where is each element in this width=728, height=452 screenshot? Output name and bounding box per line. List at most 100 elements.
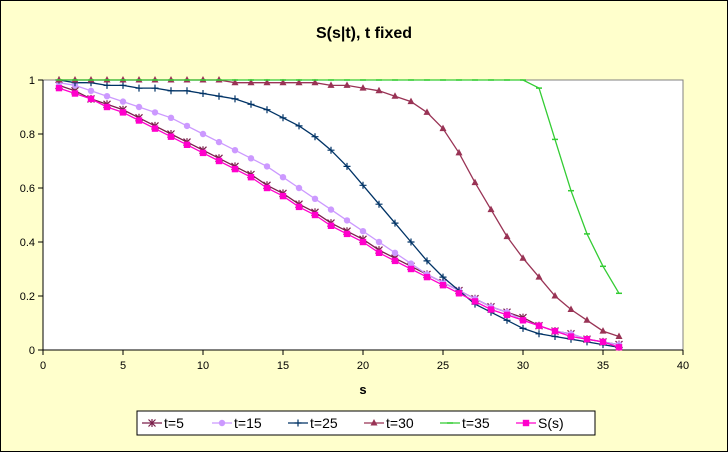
legend: t=5 t=15 t=25 t=30 t=35 S(s) (136, 410, 596, 436)
data-point (279, 114, 287, 122)
y-tick-label: 0 (29, 345, 35, 357)
data-point (343, 217, 351, 224)
data-point (263, 78, 271, 86)
data-point (487, 205, 495, 213)
data-point (167, 133, 175, 140)
legend-label: t=30 (386, 415, 414, 431)
legend-entry: t=35 (440, 415, 490, 431)
data-point (407, 265, 415, 273)
data-point (167, 114, 175, 122)
data-point (231, 147, 239, 154)
data-point (311, 195, 319, 202)
data-point (535, 273, 543, 280)
data-point (295, 203, 303, 211)
legend-marker (522, 419, 530, 427)
data-point (439, 282, 447, 289)
data-point (519, 254, 527, 261)
data-point (471, 298, 479, 305)
data-point (87, 87, 95, 95)
x-tick-label: 20 (357, 360, 369, 372)
x-tick-label: 35 (597, 360, 609, 372)
x-tick-label: 40 (677, 360, 689, 372)
data-point (311, 133, 319, 141)
legend-label: t=35 (462, 415, 490, 431)
data-point (231, 165, 239, 173)
data-point (583, 336, 591, 343)
data-point (215, 92, 223, 100)
y-tick-label: 1 (29, 75, 35, 87)
legend-marker (294, 419, 302, 427)
data-point (279, 174, 287, 181)
data-point (327, 222, 335, 229)
legend-label: t=15 (234, 415, 262, 431)
data-point (599, 338, 607, 346)
data-point (199, 149, 207, 157)
data-point (327, 146, 335, 154)
data-point (567, 333, 575, 340)
x-tick-label: 25 (437, 360, 449, 372)
x-tick-label: 10 (197, 360, 209, 372)
x-tick-label: 15 (277, 360, 289, 372)
data-point (295, 78, 303, 86)
data-point (151, 84, 159, 92)
legend-label: S(s) (538, 415, 564, 431)
data-point (103, 93, 111, 100)
data-point (71, 90, 79, 97)
data-point (343, 162, 351, 170)
data-point (247, 78, 255, 86)
legend-entry: t=5 (142, 415, 184, 431)
data-point (55, 84, 63, 92)
data-point (423, 273, 431, 281)
legend-label: t=5 (164, 415, 184, 431)
data-point (215, 157, 223, 165)
x-tick-label: 30 (517, 360, 529, 372)
data-point (551, 327, 559, 335)
data-point (119, 98, 127, 105)
data-point (183, 87, 191, 95)
data-point (423, 257, 431, 265)
data-point (391, 257, 399, 265)
data-point (247, 100, 255, 108)
data-point (343, 81, 351, 88)
legend-label: t=25 (310, 415, 338, 431)
data-point (375, 238, 383, 246)
series-layer (55, 76, 623, 351)
data-point (391, 92, 399, 99)
data-point (391, 219, 399, 227)
legend-marker (370, 419, 378, 426)
data-point (183, 141, 191, 148)
data-point (103, 103, 111, 111)
legend-entry: S(s) (516, 415, 564, 431)
data-point (247, 155, 255, 162)
data-point (519, 317, 527, 324)
data-point (247, 174, 255, 181)
data-point (583, 316, 591, 323)
data-point (279, 192, 287, 200)
data-point (87, 95, 95, 103)
y-tick-label: 0.2 (20, 291, 35, 303)
data-point (535, 330, 543, 338)
data-point (439, 124, 447, 132)
data-point (407, 238, 415, 246)
data-point (231, 78, 239, 86)
data-point (135, 117, 143, 124)
data-point (359, 228, 367, 235)
data-point (263, 106, 271, 114)
data-point (279, 78, 287, 86)
data-point (391, 249, 399, 256)
data-point (407, 260, 415, 267)
data-point (615, 344, 623, 351)
data-point (295, 184, 303, 192)
data-point (151, 125, 159, 132)
y-tick-label: 0.8 (20, 129, 35, 141)
data-point (103, 81, 111, 89)
data-point (375, 249, 383, 256)
chart-title: S(s|t), t fixed (316, 25, 412, 42)
data-point (519, 324, 527, 332)
legend-marker (148, 419, 156, 427)
data-point (567, 305, 575, 312)
data-point (215, 138, 223, 146)
legend-entry: t=25 (288, 415, 338, 431)
legend-entry: t=30 (364, 415, 414, 431)
